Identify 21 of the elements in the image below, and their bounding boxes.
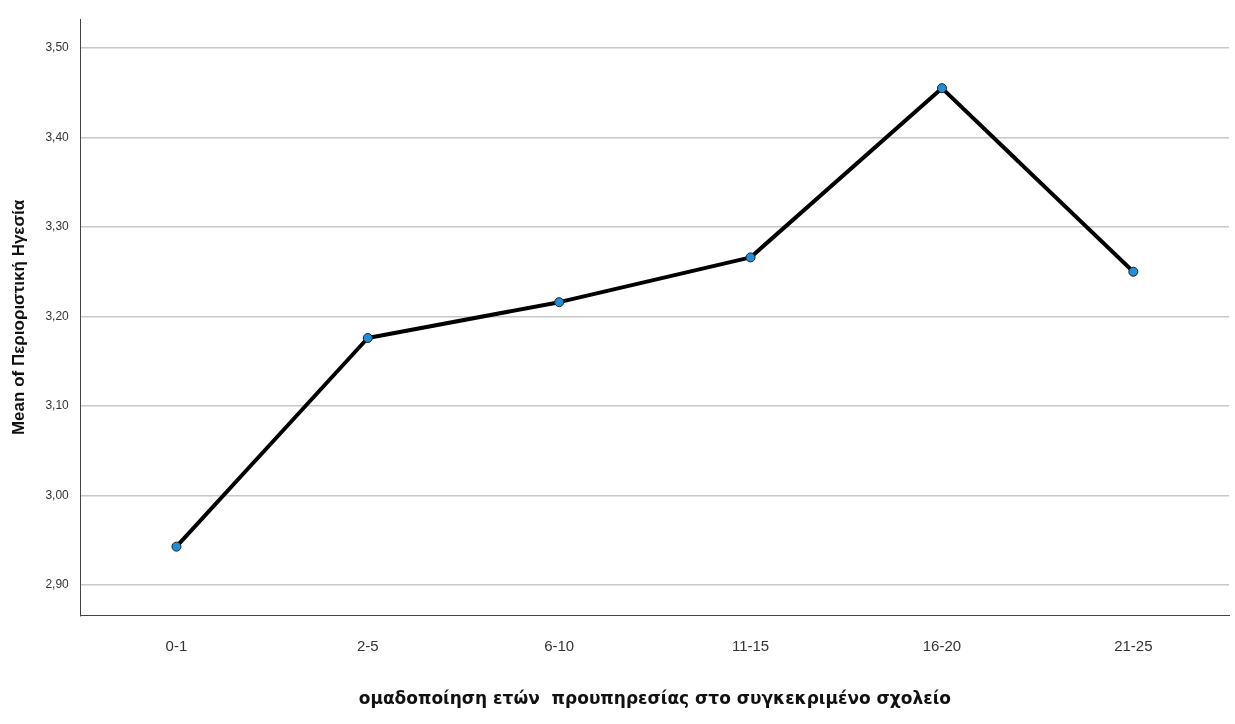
y-tick-label: 3,00 — [45, 487, 70, 502]
y-tick-label: 3,10 — [45, 398, 70, 413]
point — [171, 541, 182, 552]
y-tick-label: 3,20 — [45, 308, 70, 323]
point — [745, 252, 756, 263]
y-axis-title: Mean of Περιοριστική Ηγεσία — [8, 199, 28, 436]
x-tick-label: 11-15 — [731, 636, 770, 654]
x-tick-label: 21-25 — [1114, 636, 1153, 654]
y-tick-label: 3,50 — [45, 40, 70, 55]
y-tick-label: 2,90 — [45, 577, 70, 592]
point — [1128, 266, 1139, 277]
x-tick-label: 0-1 — [165, 636, 188, 654]
y-tick-label: 3,40 — [45, 129, 70, 144]
y-tick-label: 3,30 — [45, 219, 70, 234]
point — [362, 333, 373, 343]
x-tick-label: 16-20 — [922, 636, 962, 654]
point — [936, 83, 947, 94]
x-tick-label: 6-10 — [544, 636, 575, 654]
x-axis-title: ομαδοποίηση ετών προυπηρεσίας στο συγκεκριμένο σχολείο — [358, 688, 952, 709]
point — [554, 297, 565, 308]
x-tick-label: 2-5 — [356, 636, 379, 654]
